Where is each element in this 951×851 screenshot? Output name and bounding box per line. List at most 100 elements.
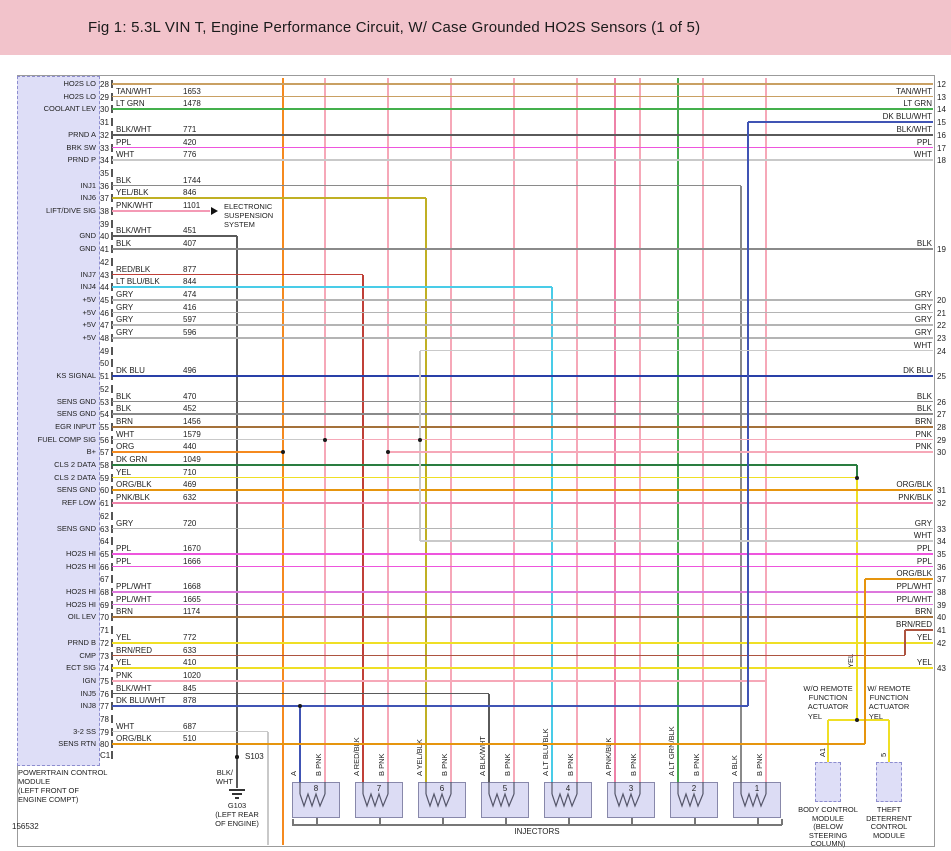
wire-color-label: GRY — [914, 302, 932, 312]
pin-number: 65 — [100, 549, 109, 559]
pin-tick — [111, 118, 113, 127]
injector-wire-label: B PNK — [566, 753, 575, 776]
pin-number: 39 — [100, 219, 109, 229]
wire-color-label: PNK/BLK — [898, 493, 932, 503]
pcm-pin-label: +5V — [82, 307, 96, 317]
circuit-number: 1744 — [183, 175, 201, 185]
wire-segment — [112, 451, 283, 454]
wire-segment — [112, 464, 857, 466]
wire-color-label: BLK/WHT — [116, 226, 152, 236]
pin-tick — [111, 372, 113, 381]
pin-tick — [111, 638, 113, 647]
circuit-number: 440 — [183, 442, 197, 452]
right-pin-number: 40 — [937, 613, 946, 623]
pcm-pin-label: ECT SIG — [66, 663, 96, 673]
circuit-number: 596 — [183, 328, 197, 337]
wire-segment — [112, 692, 489, 695]
pin-number: 54 — [100, 410, 109, 420]
pcm-pin-label: HO2S HI — [65, 599, 96, 609]
pin-number: 52 — [100, 384, 109, 394]
circuit-number: 845 — [183, 683, 197, 693]
wire-color-label: BLK — [116, 391, 132, 401]
circuit-number: 407 — [183, 239, 197, 249]
wire-color-label: BLK — [116, 404, 132, 414]
pin-number: 31 — [100, 118, 109, 128]
pin-tick — [111, 232, 113, 241]
right-pin-number: 21 — [937, 308, 946, 318]
right-pin-number: 12 — [937, 80, 946, 89]
ground-label-line: G103 — [227, 801, 247, 810]
pcm-pin-label: SENS GND — [56, 485, 96, 495]
wire-color-label: BRN — [116, 607, 133, 617]
module-header-line: W/ REMOTE — [867, 684, 911, 693]
module-box — [815, 762, 841, 802]
pin-number: 50 — [100, 359, 109, 369]
pin-number: 40 — [100, 232, 109, 242]
module-pin-number: A1 — [818, 747, 827, 757]
wire-color-label: PNK — [915, 442, 932, 452]
pcm-pin-label: +5V — [82, 333, 96, 342]
wire-color-label: YEL — [916, 632, 932, 642]
wire-segment — [112, 476, 857, 479]
wire-segment — [112, 552, 933, 555]
wire-segment — [112, 425, 933, 428]
circuit-number: 710 — [183, 467, 197, 477]
wire-color-label: GRY — [914, 315, 932, 325]
wire-segment — [112, 641, 933, 644]
module-caption-line: MODULE — [811, 813, 845, 823]
injectors-bracket-line — [292, 824, 782, 826]
right-pin-number: 18 — [937, 156, 946, 166]
pcm-pin-label: INJ4 — [80, 282, 96, 292]
wire-color-label: PNK — [915, 429, 932, 439]
injector-number: 8 — [313, 784, 319, 793]
pin-tick — [111, 448, 113, 457]
pin-number: 45 — [100, 295, 109, 305]
pin-number: 78 — [100, 715, 109, 724]
pcm-pin-label: HO2S LO — [63, 91, 96, 101]
module-header-line: ACTUATOR — [868, 702, 910, 711]
wire-segment — [856, 477, 858, 720]
wire-color-label: WHT — [116, 429, 135, 439]
wire-color-label: BLK/WHT — [896, 124, 932, 134]
wire-segment — [677, 78, 679, 782]
circuit-number: 470 — [183, 391, 197, 401]
pin-number: 71 — [100, 626, 109, 636]
right-pin-number: 35 — [937, 549, 946, 559]
injectors-caption: INJECTORS — [514, 827, 560, 836]
right-pin-number: 20 — [937, 295, 946, 305]
injector-wire-label: A LT GRN/BLK — [667, 726, 676, 776]
circuit-number: 1579 — [183, 429, 201, 439]
pcm-pin-label: BRK SW — [66, 142, 96, 152]
wire-color-label: PPL — [116, 543, 132, 553]
injector-wire-label: B PNK — [377, 753, 386, 776]
wire-color-label: YEL — [807, 712, 822, 721]
wire-color-label: WHT — [116, 721, 135, 731]
pin-tick — [111, 575, 113, 584]
injector-ground-stub — [316, 818, 318, 824]
pin-tick — [111, 588, 113, 596]
wire-color-label: YEL — [868, 712, 883, 721]
pcm-pin-label: FUEL COMP SIG — [37, 434, 96, 444]
pin-number: 61 — [100, 499, 109, 509]
wire-color-label: WHT — [913, 340, 932, 350]
pin-tick — [111, 537, 113, 546]
right-pin-number: 32 — [937, 499, 946, 509]
wire-color-label: PPL — [116, 556, 132, 566]
suspension-note-line: SYSTEM — [224, 220, 255, 229]
injector-coil-symbol — [544, 782, 592, 812]
pin-tick — [111, 105, 113, 114]
pcm-pin-label: INJ8 — [80, 701, 96, 711]
wire-segment — [112, 667, 933, 669]
pin-tick — [111, 727, 113, 736]
right-pin-number: 24 — [937, 346, 946, 356]
injector-wire-label: A LT BLU/BLK — [541, 728, 550, 776]
pin-number: 58 — [100, 461, 109, 470]
wire-color-label: PPL — [916, 543, 932, 553]
wire-segment — [905, 629, 933, 631]
wire-segment — [112, 743, 865, 746]
bracket-tick — [292, 819, 294, 825]
right-pin-number: 15 — [937, 118, 946, 128]
module-header-line: W/O REMOTE — [803, 684, 853, 693]
right-pin-number: 38 — [937, 588, 946, 597]
